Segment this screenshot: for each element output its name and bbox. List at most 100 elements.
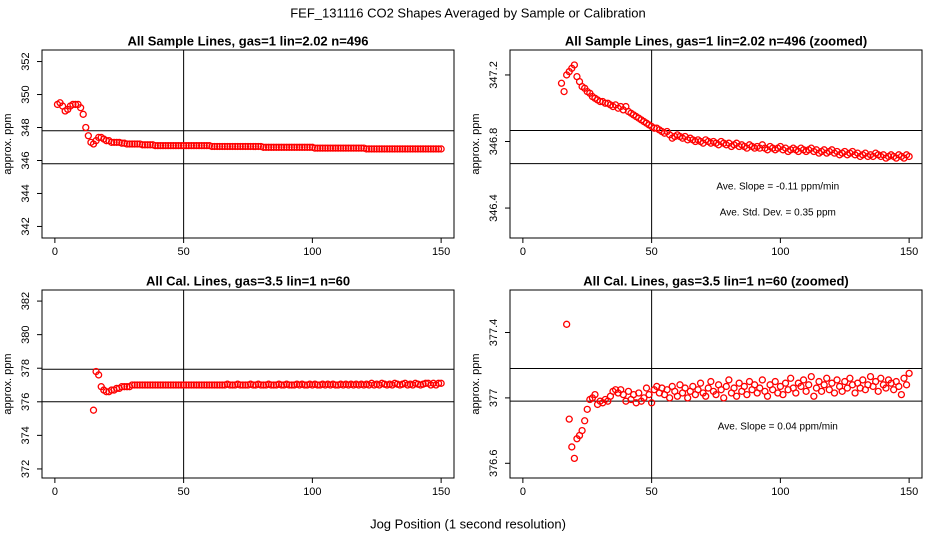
point [647, 399, 656, 407]
point [712, 390, 720, 399]
point [141, 381, 149, 389]
point [763, 392, 772, 400]
point [828, 379, 836, 387]
y-axis-label: approx. ppm [470, 113, 482, 174]
point [568, 443, 576, 451]
point [344, 144, 353, 152]
x-tick-label: 0 [52, 246, 58, 258]
point [321, 144, 329, 152]
point [249, 381, 257, 389]
point [815, 377, 823, 386]
point [805, 381, 813, 389]
point [432, 145, 440, 153]
point [187, 141, 196, 150]
point [872, 377, 880, 386]
y-tick-label: 344 [20, 184, 32, 202]
annotation: Ave. Slope = 0.04 ppm/min [718, 422, 838, 433]
point [267, 143, 275, 151]
point [259, 381, 268, 389]
point [905, 369, 913, 378]
point [311, 144, 319, 152]
point [234, 142, 242, 151]
point [560, 87, 568, 96]
point [735, 379, 743, 387]
point [241, 142, 250, 151]
point [236, 142, 244, 151]
plot-frame [509, 289, 923, 479]
point [694, 386, 702, 394]
point [319, 144, 327, 152]
y-axis-label: approx. ppm [2, 113, 14, 174]
point [838, 387, 846, 396]
point [244, 142, 252, 151]
point [313, 381, 322, 389]
point [414, 145, 422, 153]
point [357, 144, 365, 152]
point [69, 100, 77, 109]
point [673, 392, 682, 400]
y-tick-label: 378 [20, 359, 32, 377]
point [393, 145, 402, 153]
point [825, 386, 833, 394]
point [136, 381, 144, 389]
point [347, 144, 355, 152]
x-tick-label: 0 [520, 486, 526, 498]
point [128, 381, 136, 389]
point [570, 454, 579, 463]
point [118, 139, 126, 147]
point [331, 144, 340, 152]
point [141, 141, 149, 149]
y-tick-label: 372 [20, 460, 32, 478]
point [696, 379, 705, 387]
y-tick-label: 377 [488, 389, 500, 407]
point [422, 145, 430, 153]
point [226, 142, 234, 151]
point [169, 141, 177, 150]
point [642, 384, 651, 392]
point [419, 145, 427, 153]
point [187, 381, 196, 389]
x-tick-label: 0 [52, 486, 58, 498]
point [293, 143, 301, 151]
figure-title: FEF_131116 CO2 Shapes Averaged by Sample… [290, 5, 646, 20]
point [316, 144, 324, 152]
point [84, 132, 92, 140]
point [704, 384, 712, 392]
y-tick-label: 348 [20, 118, 32, 136]
point [401, 145, 409, 153]
point [146, 141, 154, 149]
point [164, 381, 172, 389]
y-tick-label: 377.4 [488, 319, 500, 347]
y-tick-label: 382 [20, 292, 32, 310]
x-tick-label: 150 [432, 246, 450, 258]
point [365, 145, 373, 153]
point [128, 140, 136, 148]
x-tick-label: 50 [646, 486, 658, 498]
point [172, 381, 180, 389]
point [802, 387, 810, 396]
point [203, 141, 211, 150]
panel-title: All Cal. Lines, gas=3.5 lin=1 n=60 [146, 273, 350, 288]
point [118, 383, 126, 391]
panel-title: All Sample Lines, gas=1 lin=2.02 n=496 [128, 33, 369, 48]
point [730, 384, 738, 392]
point [303, 143, 311, 151]
y-tick-label: 346.4 [488, 194, 500, 222]
point [221, 142, 229, 151]
y-axis-label: approx. ppm [470, 353, 482, 414]
point [210, 381, 219, 389]
point [429, 145, 438, 153]
point [182, 381, 190, 389]
point [125, 140, 134, 148]
point [223, 142, 232, 151]
point [776, 382, 785, 391]
point [306, 143, 314, 151]
point [177, 141, 185, 150]
point [583, 405, 591, 413]
point [164, 141, 172, 150]
point [437, 145, 445, 153]
point [280, 143, 288, 151]
point [174, 381, 183, 389]
point [565, 415, 573, 423]
